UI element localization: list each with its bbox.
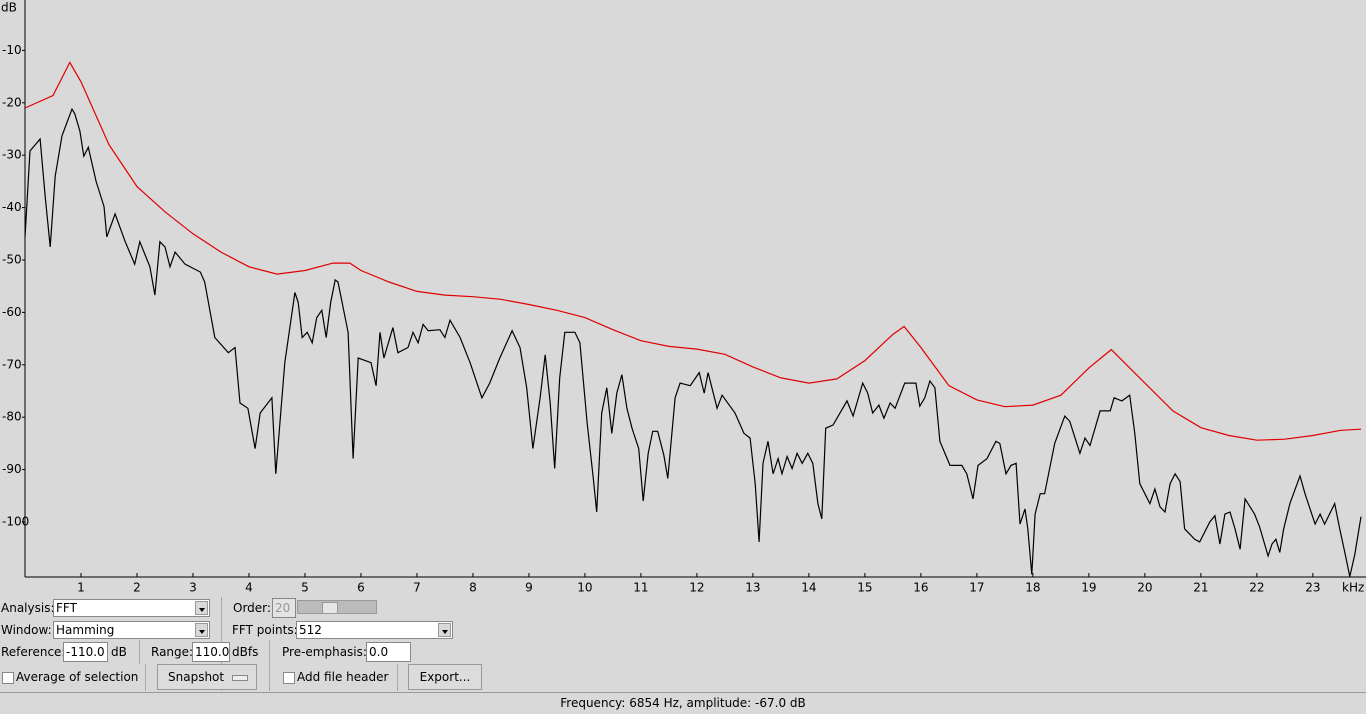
x-tick-label: 9: [525, 581, 533, 595]
reference-field[interactable]: -110.0: [63, 642, 108, 662]
order-field: 20: [272, 598, 296, 618]
spectrum-plot: dB kHz -100-90-80-70-60-50-40-30-20-101 2…: [1, 0, 1366, 595]
button-indicator: [232, 675, 248, 681]
label: Order:: [233, 601, 271, 615]
fft-points-combo[interactable]: 512: [296, 621, 453, 639]
y-tick-label: -10: [2, 43, 22, 57]
separator: [269, 640, 270, 691]
status-text: Frequency: 6854 Hz, amplitude: -67.0 dB: [560, 696, 806, 710]
x-tick-label: 12: [689, 581, 704, 595]
x-tick-label: 18: [1025, 581, 1040, 595]
separator: [145, 664, 146, 691]
y-axis-label: dB: [1, 1, 17, 15]
label: Reference:: [1, 645, 66, 659]
x-tick-label: 6: [357, 581, 365, 595]
unit: dBfs: [232, 645, 259, 659]
x-tick-label: 7: [413, 581, 421, 595]
combo-value: FFT: [56, 601, 77, 615]
x-tick-label: 13: [745, 581, 760, 595]
status-bar: Frequency: 6854 Hz, amplitude: -67.0 dB: [0, 692, 1366, 714]
label: Window:: [1, 623, 52, 637]
x-tick-label: 17: [969, 581, 984, 595]
x-tick-label: 21: [1193, 581, 1208, 595]
x-tick-label: 8: [469, 581, 477, 595]
x-tick-label: 1: [77, 581, 85, 595]
y-tick-label: -60: [2, 305, 22, 319]
separator: [139, 640, 140, 664]
y-tick-label: -90: [2, 462, 22, 476]
x-axis-label: kHz: [1342, 581, 1364, 595]
x-tick-label: 2: [133, 581, 141, 595]
y-tick-label: -100: [2, 514, 29, 528]
label: Range:: [151, 645, 194, 659]
range-field[interactable]: 110.0: [192, 642, 230, 662]
x-tick-label: 23: [1305, 581, 1320, 595]
slider-thumb: [322, 602, 338, 614]
file-header-checkbox[interactable]: [283, 672, 295, 684]
y-tick-label: -20: [2, 95, 22, 109]
x-tick-label: 3: [189, 581, 197, 595]
export-button[interactable]: Export...: [408, 664, 482, 690]
x-tick-label: 16: [913, 581, 928, 595]
snapshot-button[interactable]: Snapshot: [157, 664, 257, 690]
order-slider: [297, 600, 377, 614]
average-checkbox[interactable]: [2, 672, 14, 684]
x-tick-label: 19: [1081, 581, 1096, 595]
combo-value: Hamming: [56, 623, 115, 637]
checkbox-label: Add file header: [297, 670, 389, 684]
x-tick-label: 11: [633, 581, 648, 595]
label: Pre-emphasis:: [282, 645, 367, 659]
y-tick-label: -40: [2, 200, 22, 214]
pre-emphasis-field[interactable]: 0.0: [366, 642, 411, 662]
y-tick-label: -70: [2, 357, 22, 371]
window-combo[interactable]: Hamming: [53, 621, 210, 639]
x-tick-label: 10: [577, 581, 592, 595]
y-tick-label: -80: [2, 410, 22, 424]
label: FFT points:: [232, 623, 298, 637]
series-line: [24, 107, 1362, 577]
x-tick-label: 22: [1249, 581, 1264, 595]
series-line: [24, 61, 1362, 441]
label: Analysis:: [1, 601, 55, 615]
y-tick-label: -30: [2, 148, 22, 162]
y-tick-label: -50: [2, 252, 22, 266]
checkbox-label: Average of selection: [16, 670, 139, 684]
analysis-combo[interactable]: FFT: [53, 599, 210, 617]
combo-value: 512: [299, 623, 322, 637]
x-tick-label: 20: [1137, 581, 1152, 595]
separator: [397, 664, 398, 691]
x-tick-label: 5: [301, 581, 309, 595]
x-tick-label: 14: [801, 581, 816, 595]
x-tick-label: 4: [245, 581, 253, 595]
x-tick-label: 15: [857, 581, 872, 595]
unit: dB: [111, 645, 127, 659]
button-label: Snapshot: [168, 670, 225, 684]
